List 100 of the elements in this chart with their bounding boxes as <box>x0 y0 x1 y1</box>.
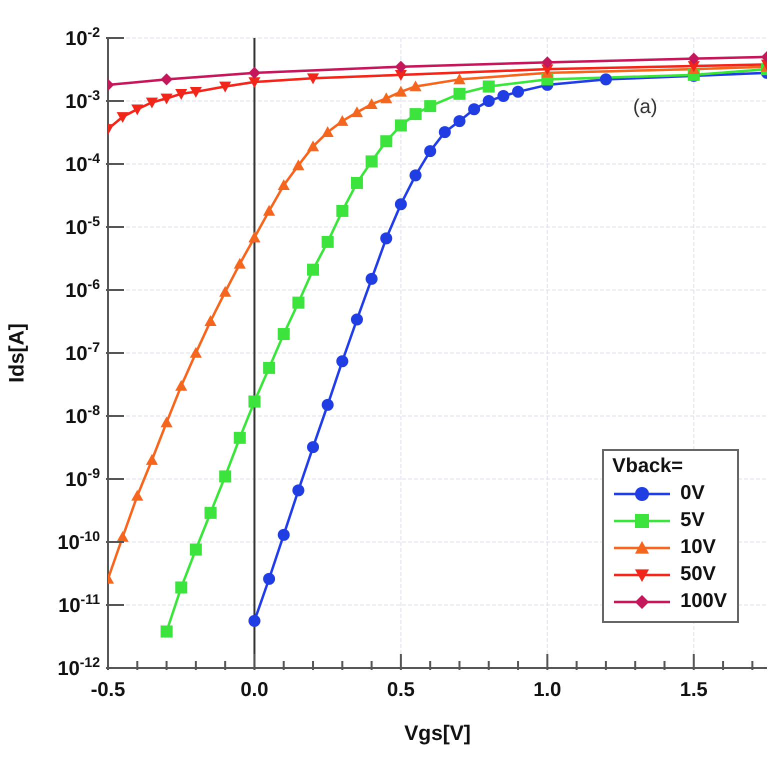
point <box>160 625 173 638</box>
x-axis-title: Vgs[V] <box>404 722 471 745</box>
point <box>336 115 348 126</box>
point <box>394 198 407 210</box>
point <box>160 94 173 104</box>
point <box>160 73 173 86</box>
point <box>175 89 188 100</box>
point <box>234 432 246 444</box>
y-tick-label: 10$^{-10}$ <box>58 528 100 554</box>
legend-label: 0V <box>680 482 705 505</box>
point <box>175 380 188 391</box>
point <box>380 92 392 104</box>
point <box>322 126 334 137</box>
point <box>175 581 188 594</box>
point <box>160 416 173 428</box>
point <box>307 441 320 454</box>
point <box>307 140 320 152</box>
point <box>512 86 524 98</box>
point <box>292 159 304 170</box>
point <box>688 52 700 65</box>
point <box>278 328 290 340</box>
point <box>410 80 422 92</box>
y-tick-label: 10$^{-6}$ <box>65 276 100 302</box>
point <box>380 135 392 148</box>
point <box>190 544 202 556</box>
legend-title: Vback= <box>612 455 684 478</box>
point <box>248 66 260 79</box>
point <box>410 169 422 182</box>
point <box>116 112 129 123</box>
point <box>453 115 466 128</box>
y-tick-label: 10$^{-3}$ <box>65 87 100 113</box>
point <box>322 236 334 248</box>
annotation: (a) <box>633 96 658 119</box>
legend-label: 100V <box>680 590 727 613</box>
point <box>278 528 290 541</box>
point <box>292 296 304 309</box>
point <box>453 88 466 100</box>
point <box>146 98 158 108</box>
point <box>482 95 495 107</box>
point <box>497 90 510 102</box>
point <box>263 204 276 216</box>
point <box>438 126 451 138</box>
point <box>482 80 495 92</box>
y-tick-label: 10$^{-8}$ <box>65 402 100 428</box>
point <box>131 490 144 501</box>
point <box>219 286 232 297</box>
point <box>336 204 348 217</box>
point <box>131 104 144 116</box>
x-tick-label: -0.5 <box>90 679 126 701</box>
x-tick-label: 0.5 <box>386 679 415 701</box>
point <box>468 103 480 116</box>
point <box>248 77 260 88</box>
y-tick-label: 10$^{-5}$ <box>65 213 100 239</box>
point <box>292 484 304 496</box>
point <box>190 347 202 358</box>
point <box>248 614 260 627</box>
legend-label: 50V <box>680 563 716 586</box>
point <box>307 73 320 84</box>
y-tick-label: 10$^{-9}$ <box>65 465 100 491</box>
point <box>322 398 334 411</box>
y-tick-label: 10$^{-7}$ <box>65 339 100 365</box>
point <box>307 264 320 276</box>
point <box>336 355 348 368</box>
point <box>146 454 158 465</box>
y-tick-label: 10$^{-12}$ <box>58 654 100 680</box>
point <box>424 145 436 158</box>
y-axis-title: Ids[A] <box>5 323 28 383</box>
point <box>541 56 554 68</box>
x-tick-label: 0.0 <box>240 679 268 701</box>
point <box>600 73 612 86</box>
point <box>453 73 466 84</box>
point <box>394 86 407 97</box>
point <box>394 60 407 73</box>
point <box>219 82 232 92</box>
y-tick-label: 10$^{-4}$ <box>65 150 100 176</box>
point <box>190 86 202 98</box>
point <box>380 232 392 244</box>
point <box>366 272 378 285</box>
point <box>350 106 363 118</box>
y-tick-label: 10$^{-2}$ <box>65 24 100 50</box>
x-tick-label: 1.5 <box>680 679 708 701</box>
point <box>350 314 363 326</box>
point <box>366 98 378 109</box>
point <box>248 395 260 408</box>
point <box>219 470 232 482</box>
point <box>410 108 422 120</box>
point <box>424 100 436 112</box>
point <box>278 179 290 190</box>
x-tick-label: 1.0 <box>533 679 562 701</box>
point <box>204 506 217 519</box>
point <box>394 119 407 132</box>
point <box>204 315 217 326</box>
point <box>263 362 276 374</box>
point <box>234 258 246 269</box>
y-tick-label: 10$^{-11}$ <box>58 591 100 617</box>
legend-label: 5V <box>680 509 705 532</box>
point <box>248 232 260 242</box>
legend-label: 10V <box>680 536 716 559</box>
point <box>366 155 378 168</box>
point <box>116 531 129 542</box>
